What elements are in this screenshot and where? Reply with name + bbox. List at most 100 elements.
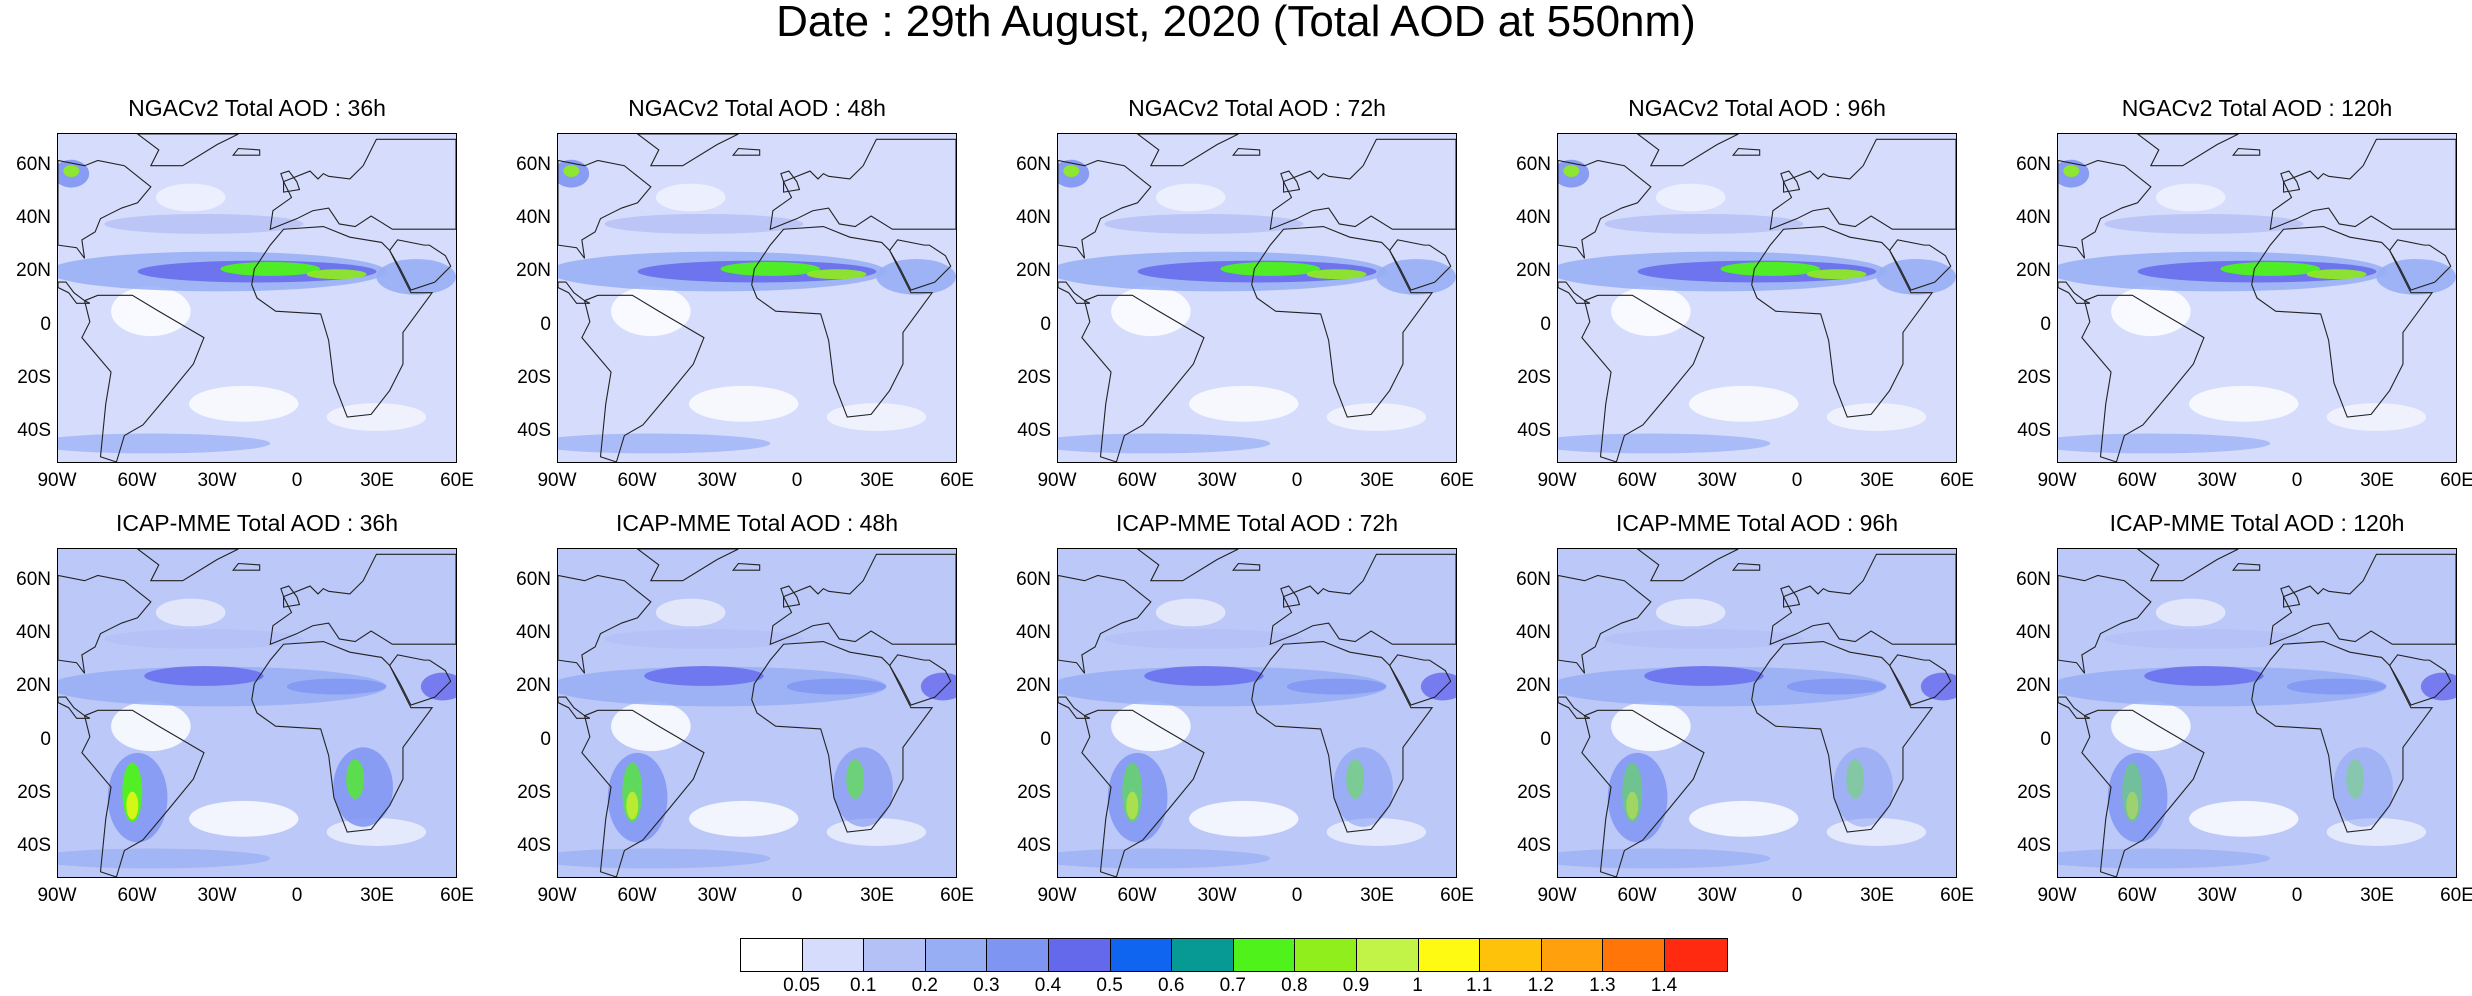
lat-tick-label: 60N <box>16 568 51 590</box>
colorbar-swatch <box>741 939 803 971</box>
colorbar-label: 1.1 <box>1465 975 1493 996</box>
lat-tick-label: 20N <box>16 260 51 282</box>
map-plot <box>1058 134 1456 462</box>
lon-tick-label: 0 <box>1791 885 1803 906</box>
lat-tick-label: 60N <box>1516 568 1551 590</box>
lon-tick-label: 60E <box>1940 470 1974 491</box>
lon-tick-label: 30W <box>1197 470 1237 491</box>
lon-tick-label: 0 <box>1791 470 1803 491</box>
lon-tick-label: 60E <box>2440 885 2472 906</box>
lon-tick-label: 30E <box>2360 470 2394 491</box>
colorbar-swatch <box>1418 939 1481 971</box>
lon-tick-label: 30E <box>1860 885 1894 906</box>
colorbar-swatch <box>864 939 926 971</box>
lat-tick-label: 20N <box>16 675 51 697</box>
lon-tick-label: 90W <box>2037 470 2077 491</box>
colorbar-swatch <box>802 939 865 971</box>
lat-tick-label: 20S <box>1517 366 1551 388</box>
lat-tick-label: 20N <box>1016 675 1051 697</box>
lon-tick-label: 30E <box>2360 885 2394 906</box>
lat-tick-label: 60N <box>2016 568 2051 590</box>
colorbar-swatch <box>1172 939 1234 971</box>
colorbar-label: 1.2 <box>1527 975 1554 996</box>
colorbar-swatch <box>1233 939 1296 971</box>
lat-tick-label: 40S <box>1517 835 1551 857</box>
lat-tick-label: 0 <box>540 728 551 750</box>
lat-tick-label: 20N <box>1016 260 1051 282</box>
lat-tick-label: 20N <box>2016 260 2051 282</box>
panel-title: NGACv2 Total AOD : 36h <box>128 95 386 121</box>
lon-tick-label: 60W <box>1617 885 1657 906</box>
lon-tick-label: 60E <box>440 885 474 906</box>
lon-tick-label: 60W <box>617 885 657 906</box>
lat-tick-label: 20N <box>516 675 551 697</box>
map-plot <box>58 134 456 462</box>
lon-tick-label: 0 <box>291 470 303 491</box>
colorbar-swatch <box>1356 939 1419 971</box>
lat-tick-label: 40S <box>517 835 551 857</box>
panel-title: ICAP-MME Total AOD : 96h <box>1615 510 1899 536</box>
lat-tick-label: 40N <box>516 207 551 229</box>
lat-tick-label: 20N <box>1516 675 1551 697</box>
lat-tick-label: 20N <box>516 260 551 282</box>
lat-tick-label: 20N <box>2016 675 2051 697</box>
lon-tick-label: 60E <box>1440 885 1474 906</box>
lat-tick-label: 20S <box>1517 781 1551 803</box>
lon-tick-label: 60E <box>2440 470 2472 491</box>
map-plot <box>2058 134 2456 462</box>
lon-tick-label: 30E <box>1360 885 1394 906</box>
lon-tick-label: 60W <box>1617 470 1657 491</box>
lon-tick-label: 60E <box>1940 885 1974 906</box>
lon-tick-label: 90W <box>37 885 77 906</box>
lat-tick-label: 40N <box>2016 622 2051 644</box>
colorbar-label: 0.3 <box>973 975 1000 996</box>
lon-tick-label: 30E <box>860 470 894 491</box>
colorbar-label: 0.05 <box>783 975 821 996</box>
lat-tick-label: 0 <box>540 313 551 335</box>
lon-tick-label: 0 <box>291 885 303 906</box>
lat-tick-label: 0 <box>40 728 51 750</box>
colorbar-swatch <box>925 939 988 971</box>
lon-tick-label: 30E <box>1860 470 1894 491</box>
lat-tick-label: 20S <box>1017 781 1051 803</box>
lat-tick-label: 40N <box>16 622 51 644</box>
lat-tick-label: 40S <box>1017 835 1051 857</box>
aod-map <box>557 548 957 878</box>
lon-tick-label: 60W <box>2117 885 2157 906</box>
colorbar-label: 0.5 <box>1096 975 1123 996</box>
lon-tick-label: 30W <box>2197 885 2237 906</box>
aod-map <box>57 548 457 878</box>
lon-tick-label: 0 <box>1291 470 1303 491</box>
lon-tick-label: 30E <box>860 885 894 906</box>
lat-tick-label: 20S <box>517 366 551 388</box>
map-plot <box>2058 549 2456 877</box>
lon-tick-label: 60E <box>940 885 974 906</box>
aod-map <box>2057 133 2457 463</box>
lon-tick-label: 90W <box>2037 885 2077 906</box>
lat-tick-label: 20S <box>17 366 51 388</box>
aod-map <box>2057 548 2457 878</box>
lon-tick-label: 0 <box>1291 885 1303 906</box>
lon-tick-label: 60E <box>440 470 474 491</box>
lon-tick-label: 60W <box>1117 470 1157 491</box>
lon-tick-label: 60E <box>1440 470 1474 491</box>
colorbar-label: 0.1 <box>849 975 877 996</box>
lat-tick-label: 40S <box>2017 835 2051 857</box>
lat-tick-label: 0 <box>1540 313 1551 335</box>
lat-tick-label: 20S <box>17 781 51 803</box>
lat-tick-label: 60N <box>16 153 51 175</box>
lat-tick-label: 60N <box>2016 153 2051 175</box>
lon-tick-label: 30W <box>697 470 737 491</box>
figure-title: Date : 29th August, 2020 (Total AOD at 5… <box>776 0 1696 46</box>
colorbar-label: 0.9 <box>1342 975 1370 996</box>
colorbar-label: 0.7 <box>1219 975 1246 996</box>
aod-map <box>1557 133 1957 463</box>
lat-tick-label: 40N <box>1016 207 1051 229</box>
lon-tick-label: 60W <box>617 470 657 491</box>
lon-tick-label: 60W <box>1117 885 1157 906</box>
lon-tick-label: 30W <box>197 885 237 906</box>
aod-map <box>57 133 457 463</box>
lon-tick-label: 30E <box>360 885 394 906</box>
lat-tick-label: 60N <box>516 568 551 590</box>
lon-tick-label: 90W <box>1537 470 1577 491</box>
